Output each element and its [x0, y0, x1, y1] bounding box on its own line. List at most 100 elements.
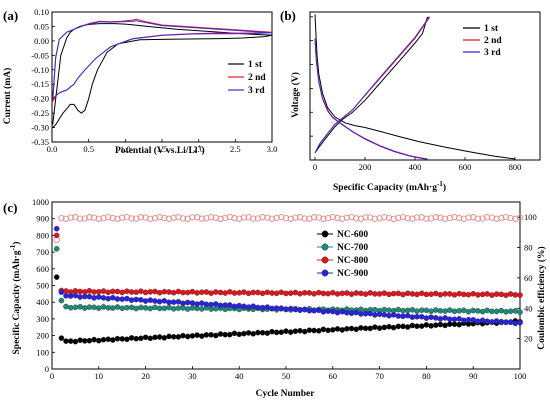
capacity-point-2	[414, 291, 420, 298]
capacity-point-0	[418, 323, 425, 329]
series-charge-0	[314, 16, 428, 154]
capacity-point-2	[161, 288, 168, 295]
capacity-point-3	[250, 303, 256, 310]
capacity-point-1	[189, 305, 196, 311]
ce-point	[484, 214, 491, 221]
capacity-point-0	[329, 326, 336, 333]
capacity-point-2	[353, 290, 360, 296]
capacity-point-1	[133, 305, 139, 312]
ce-point	[128, 215, 135, 222]
capacity-point-3	[63, 292, 69, 299]
capacity-point-0	[128, 335, 135, 341]
capacity-point-2	[105, 289, 111, 296]
capacity-point-3	[372, 312, 378, 318]
x-tick-label: 20	[141, 371, 150, 381]
capacity-point-1	[517, 309, 523, 315]
capacity-point-0	[306, 327, 313, 334]
ce-point	[310, 214, 318, 221]
y2-tick-label: 100	[524, 212, 537, 222]
capacity-point-3	[428, 314, 434, 321]
capacity-point-3	[479, 317, 486, 324]
capacity-point-0	[315, 327, 322, 334]
series-charge-2	[314, 16, 430, 154]
capacity-point-3	[110, 294, 116, 301]
ce-point	[516, 214, 524, 221]
ce-point	[376, 215, 383, 222]
y-tick-label: 600	[36, 264, 49, 274]
capacity-point-2	[194, 290, 200, 296]
panel-b-frame	[309, 11, 541, 161]
x-tick-label: 3.0	[267, 144, 278, 154]
capacity-point-3	[128, 297, 135, 303]
capacity-point-3	[395, 313, 402, 319]
capacity-point-2	[53, 232, 60, 239]
capacity-point-2	[241, 289, 247, 295]
capacity-point-1	[423, 307, 430, 314]
capacity-point-1	[451, 308, 458, 315]
ce-point	[498, 214, 505, 222]
capacity-point-3	[138, 296, 144, 303]
capacity-point-1	[432, 307, 439, 313]
capacity-point-0	[287, 329, 294, 335]
capacity-point-3	[348, 310, 355, 317]
capacity-point-1	[498, 307, 505, 314]
ce-point	[137, 214, 145, 221]
capacity-point-3	[264, 304, 271, 310]
capacity-point-2	[390, 290, 397, 297]
capacity-point-0	[414, 323, 420, 330]
capacity-point-2	[418, 290, 425, 297]
capacity-point-0	[381, 324, 388, 331]
capacity-point-2	[372, 291, 378, 297]
ce-point	[446, 214, 453, 222]
x-tick-label: 70	[375, 371, 384, 381]
capacity-point-2	[287, 290, 294, 296]
capacity-point-0	[110, 337, 116, 343]
capacity-point-3	[423, 315, 430, 321]
ce-point	[76, 215, 84, 222]
capacity-point-2	[470, 290, 477, 297]
capacity-point-2	[189, 288, 196, 295]
capacity-point-0	[86, 337, 93, 344]
capacity-point-2	[236, 289, 242, 296]
capacity-point-3	[381, 311, 388, 318]
y-tick-label: -0.25	[31, 108, 49, 118]
capacity-point-2	[259, 290, 266, 297]
capacity-point-2	[156, 289, 163, 296]
ce-point	[207, 213, 215, 221]
ce-point	[170, 214, 177, 221]
capacity-point-2	[297, 290, 303, 297]
capacity-point-1	[152, 304, 158, 311]
ce-point	[362, 214, 369, 221]
capacity-point-0	[114, 335, 121, 342]
capacity-point-0	[96, 337, 102, 344]
capacity-point-2	[124, 288, 130, 295]
ce-point	[399, 213, 407, 221]
legend-label: 1 st	[484, 24, 499, 34]
x-tick-label: 0	[50, 371, 54, 381]
capacity-point-0	[208, 331, 214, 338]
ce-point	[90, 214, 98, 221]
ce-point	[432, 213, 439, 221]
capacity-point-0	[376, 325, 383, 331]
x-tick-label: 60	[329, 371, 338, 381]
capacity-point-3	[161, 297, 168, 304]
capacity-point-0	[343, 325, 350, 332]
capacity-point-2	[362, 291, 369, 297]
capacity-point-1	[446, 307, 453, 313]
capacity-point-2	[250, 289, 256, 296]
panel-c-label: (c)	[3, 200, 17, 215]
capacity-point-0	[353, 326, 360, 333]
capacity-point-0	[156, 334, 163, 340]
x-tick-label: 10	[95, 371, 104, 381]
capacity-point-2	[320, 290, 327, 297]
legend-label: 2 nd	[484, 36, 502, 46]
capacity-point-0	[400, 323, 406, 330]
capacity-point-0	[395, 323, 402, 330]
ce-point	[409, 215, 416, 222]
ce-point	[231, 215, 238, 222]
capacity-point-2	[96, 288, 102, 295]
legend-label: 1 st	[248, 60, 263, 70]
x-tick-label: 80	[422, 371, 431, 381]
panel-a: (a) 0.0 0.5 1.0 1.5 2.0 2.5 3.0 0.10 0.05 0.00 -0.…	[2, 7, 277, 156]
